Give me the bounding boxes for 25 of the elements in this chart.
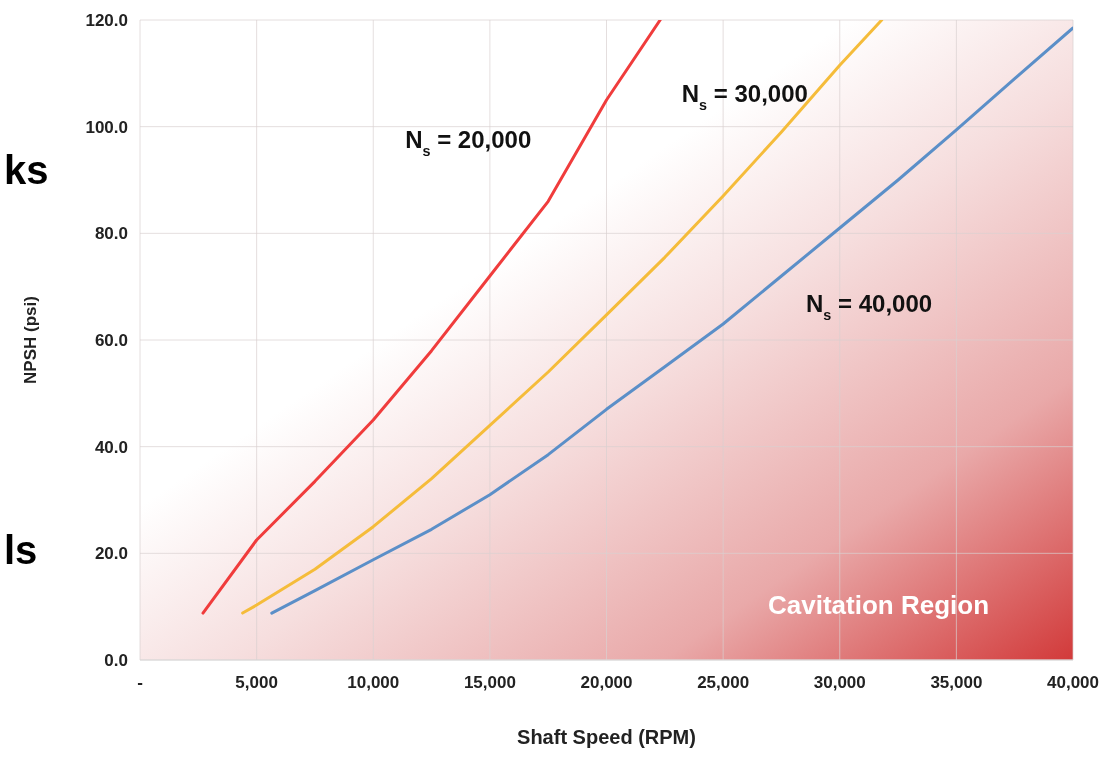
x-tick-label: 15,000: [463, 673, 516, 693]
x-axis-title: Shaft Speed (RPM): [517, 726, 696, 748]
x-tick-label: -: [137, 673, 143, 693]
x-tick-label: 40,000: [1047, 673, 1099, 693]
series-label: N$_{s}$ = 20,000: [405, 126, 532, 159]
y-tick-label: 120.0: [85, 11, 128, 31]
y-tick-label: 100.0: [85, 117, 128, 137]
x-tick-label: 10,000: [347, 673, 400, 693]
x-tick-label: 35,000: [930, 673, 983, 693]
y-tick-label: 80.0: [94, 224, 128, 244]
y-tick-label: 40.0: [94, 437, 128, 457]
x-tick-label: 20,000: [580, 673, 633, 693]
x-tick-label: 30,000: [813, 673, 866, 693]
text: ls: [4, 527, 38, 574]
text: ks: [4, 147, 49, 194]
y-axis-title: NPSH (psi): [21, 296, 41, 384]
y-tick-label: 60.0: [94, 331, 128, 351]
x-tick-label: 5,000: [235, 673, 278, 693]
x-tick-label: 25,000: [697, 673, 750, 693]
y-tick-label: 0.0: [104, 651, 128, 671]
line-series: [201, 20, 662, 615]
series-label: N$_{s}$ = 30,000: [681, 80, 808, 113]
y-tick-label: 20.0: [94, 544, 128, 564]
annotation: Cavitation Region: [768, 590, 990, 622]
series-label: N$_{s}$ = 40,000: [806, 290, 933, 323]
